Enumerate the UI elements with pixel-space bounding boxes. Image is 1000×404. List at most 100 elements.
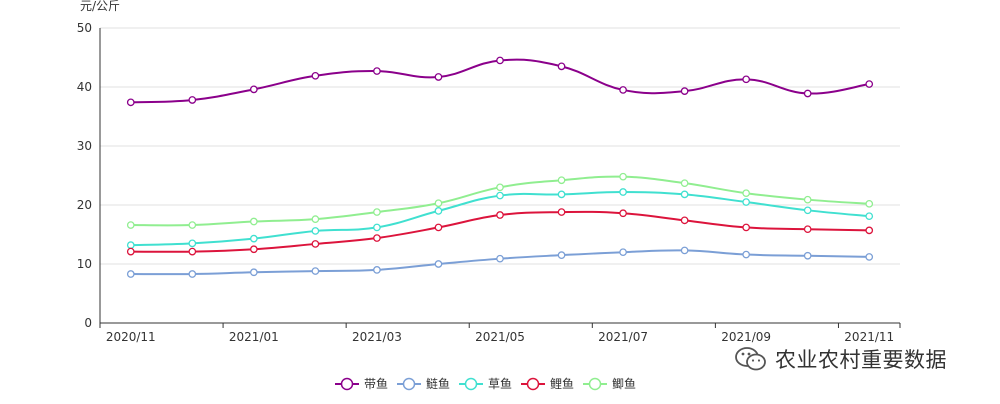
legend-label: 鲫鱼 xyxy=(612,377,636,391)
series-2 xyxy=(126,246,874,278)
data-point xyxy=(126,221,135,229)
data-point xyxy=(249,234,258,243)
data-point xyxy=(803,195,812,204)
x-tick-label: 2021/11 xyxy=(844,330,894,344)
legend-item-2[interactable]: 鲢鱼 xyxy=(397,376,450,391)
legend-item-3[interactable]: 草鱼 xyxy=(459,377,512,391)
series-line xyxy=(130,58,870,104)
data-point xyxy=(249,217,258,226)
data-point xyxy=(680,246,689,255)
data-point xyxy=(311,227,320,235)
data-point xyxy=(373,67,381,75)
data-point xyxy=(557,62,566,71)
y-tick-label: 20 xyxy=(77,198,92,212)
watermark: 农业农村重要数据 xyxy=(735,342,947,376)
data-point xyxy=(803,225,812,234)
data-point xyxy=(126,241,135,249)
data-point xyxy=(188,247,197,256)
data-point xyxy=(496,254,504,263)
legend-item-5[interactable]: 鲫鱼 xyxy=(583,377,636,391)
y-tick-label: 30 xyxy=(77,139,92,153)
y-tick-label: 0 xyxy=(84,316,92,330)
data-point xyxy=(742,189,751,198)
data-point xyxy=(311,240,320,248)
data-point xyxy=(126,270,135,278)
data-point xyxy=(373,223,381,232)
data-point xyxy=(557,176,566,185)
y-axis-label: 元/公斤 xyxy=(80,0,120,13)
data-point xyxy=(742,250,751,259)
data-point xyxy=(188,221,197,229)
data-point xyxy=(496,191,504,200)
legend-label: 鲤鱼 xyxy=(550,377,574,391)
axes: 0 10 20 30 40 50 2020/11 2021/01 2021/03 2021/05 2… xyxy=(77,21,901,344)
x-tick-label: 2021/09 xyxy=(721,330,771,344)
data-point xyxy=(680,87,689,95)
data-point xyxy=(249,268,258,277)
legend-label: 鲢鱼 xyxy=(426,376,450,391)
data-point xyxy=(619,86,627,94)
data-point xyxy=(496,56,504,65)
data-point xyxy=(680,216,689,225)
series-1 xyxy=(126,56,874,107)
legend[interactable]: 带鱼 鲢鱼 草鱼 鲤鱼 鲫鱼 xyxy=(335,376,636,391)
data-point xyxy=(496,211,504,219)
x-tick-label: 2021/01 xyxy=(229,330,279,344)
data-point xyxy=(434,223,443,232)
legend-item-1[interactable]: 带鱼 xyxy=(335,377,388,391)
data-point xyxy=(865,253,874,261)
data-point xyxy=(742,75,751,84)
legend-item-4[interactable]: 鲤鱼 xyxy=(521,377,574,391)
y-tick-label: 50 xyxy=(77,21,92,35)
data-point xyxy=(865,199,874,208)
legend-marker xyxy=(526,377,540,391)
data-point xyxy=(742,223,751,232)
data-point xyxy=(188,270,197,278)
data-point xyxy=(434,207,443,215)
data-point xyxy=(249,85,258,94)
data-point xyxy=(373,234,381,242)
wechat-icon xyxy=(735,347,766,371)
data-point xyxy=(803,89,812,98)
legend-marker xyxy=(464,377,478,391)
data-point xyxy=(434,199,443,208)
data-point xyxy=(126,247,135,256)
watermark-text: 农业农村重要数据 xyxy=(775,348,947,372)
series-3 xyxy=(126,188,874,249)
data-point xyxy=(373,266,381,274)
legend-marker xyxy=(402,377,416,391)
series-5 xyxy=(126,172,874,229)
data-point xyxy=(619,209,627,218)
data-point xyxy=(619,172,627,181)
data-point xyxy=(311,267,320,275)
x-tick-label: 2021/03 xyxy=(352,330,402,344)
legend-marker xyxy=(588,377,602,391)
x-tick-label: 2021/07 xyxy=(598,330,648,344)
data-point xyxy=(311,215,320,224)
data-point xyxy=(434,73,443,81)
x-tick-label: 2020/11 xyxy=(106,330,156,344)
data-point xyxy=(188,239,197,248)
x-tick-label: 2021/05 xyxy=(475,330,525,344)
legend-label: 草鱼 xyxy=(488,377,512,391)
data-point xyxy=(742,198,751,206)
y-tick-label: 40 xyxy=(77,80,92,94)
data-point xyxy=(557,208,566,216)
data-point xyxy=(434,260,443,268)
data-point xyxy=(126,98,135,107)
data-point xyxy=(865,80,874,88)
data-point xyxy=(249,245,258,254)
data-point xyxy=(496,183,504,192)
data-point xyxy=(680,179,689,188)
series-4 xyxy=(126,208,874,256)
data-point xyxy=(373,208,381,216)
data-point xyxy=(188,96,197,104)
data-point xyxy=(619,188,627,196)
gridlines xyxy=(100,27,900,265)
data-point xyxy=(803,251,812,260)
data-point xyxy=(311,71,320,80)
data-point xyxy=(865,212,874,221)
series-group xyxy=(126,56,874,278)
data-point xyxy=(865,226,874,235)
